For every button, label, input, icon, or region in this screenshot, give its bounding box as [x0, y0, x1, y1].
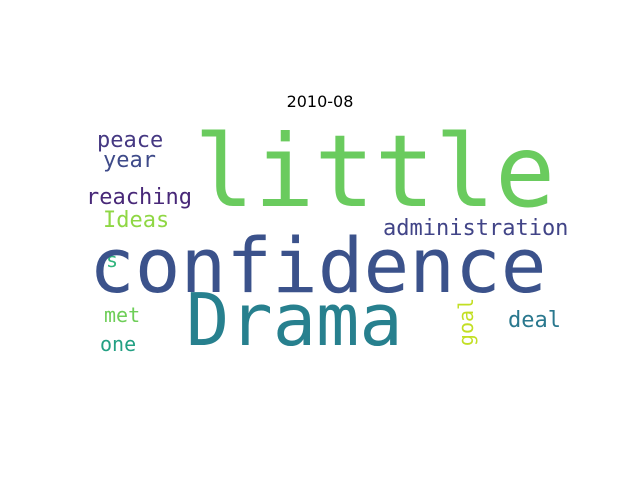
word-little: little: [194, 113, 556, 230]
figure-title: 2010-08: [286, 92, 354, 111]
word-one: one: [100, 332, 137, 356]
word-administration: administration: [383, 216, 569, 241]
word-s: s: [106, 248, 119, 272]
word-peace: peace: [97, 128, 164, 153]
word-drama: Drama: [186, 278, 403, 362]
word-met: met: [104, 303, 141, 327]
word-reaching: reaching: [86, 185, 192, 210]
word-goal: goal: [454, 297, 479, 347]
word-deal: deal: [508, 308, 561, 333]
wordcloud-area: [88, 116, 585, 366]
word-year: year: [103, 148, 156, 173]
word-confidence: confidence: [89, 221, 547, 310]
word-ideas: Ideas: [103, 208, 170, 233]
